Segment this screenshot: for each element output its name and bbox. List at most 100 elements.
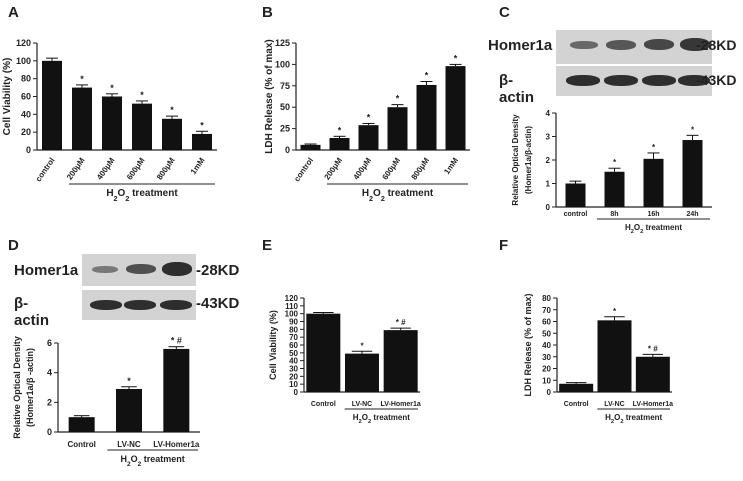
chart-b-sig-mark-3: * (396, 94, 400, 104)
blot-c-homer1a-band-strip (556, 30, 712, 64)
chart-e-ytick-label-0: 0 (294, 388, 299, 397)
chart-a-ytick-label-1: 20 (21, 127, 31, 137)
chart-c-category-label-3: 24h (686, 211, 698, 218)
chart-f-ytick-label-1: 10 (542, 376, 551, 385)
chart-e-ytick-label-5: 50 (289, 349, 298, 358)
chart-e-ylabel: Cell Viability (%) (268, 310, 278, 380)
chart-f-ytick-label-5: 50 (542, 329, 551, 338)
chart-e-group-label: H2O2 treatment (353, 413, 410, 425)
chart-d-category-label-1: LV-NC (117, 440, 141, 449)
chart-b-category-label-5: 1mM (442, 156, 460, 176)
panel-label-c: C (499, 4, 510, 21)
chart-b-ytick-label-1: 25 (280, 124, 290, 134)
chart-e-ytick-label-6: 60 (289, 341, 298, 350)
chart-a-ytick-label-5: 100 (16, 56, 31, 66)
chart-d-ytick-label-0: 0 (47, 427, 52, 437)
blot-d-loading-label: β-actin (14, 295, 50, 329)
chart-a-bar-1 (72, 87, 92, 150)
blot-d-protein-label: Homer1a (14, 262, 79, 279)
chart-c-sig-mark-1: * (613, 158, 617, 167)
chart-a-sig-mark-3: * (140, 90, 144, 100)
chart-b-group-label: H2O2 treatment (362, 188, 434, 203)
chart-c: 0 1 2 3 4 Relative Optical Density (Homer1a/β-… (511, 109, 712, 235)
chart-f-ytick-label-7: 70 (542, 306, 551, 315)
chart-a-sig-mark-2: * (110, 83, 114, 93)
blot-d-actin-band-1 (90, 300, 122, 310)
chart-b-ytick-label-0: 0 (285, 145, 290, 155)
chart-c-ytick-label-2: 2 (546, 156, 551, 165)
chart-c-group-label: H2O2 treatment (625, 223, 682, 235)
chart-f-sig-mark-2: * # (648, 344, 658, 353)
blot-c-43kd-label: -43KD (696, 72, 737, 88)
chart-c-bar-0 (565, 183, 586, 207)
chart-e-category-label-2: LV-Homer1a (380, 401, 420, 408)
chart-a-category-label-4: 800μM (155, 156, 177, 182)
chart-d-bar-0 (68, 417, 95, 432)
blot-c-band-3 (644, 39, 674, 50)
blot-c-protein-label: Homer1a (488, 37, 553, 54)
chart-a-category-label-1: 200μM (65, 156, 87, 182)
chart-f-ylabel: LDH Release (% of max) (523, 293, 533, 396)
chart-a-bar-5 (192, 133, 212, 150)
chart-e-bar-2 (383, 330, 418, 392)
chart-b-category-label-0: control (292, 156, 315, 183)
chart-c-category-label-1: 8h (610, 211, 618, 218)
chart-f: 0 10 20 30 40 50 60 70 80 LDH Release (% of max) C… (523, 293, 673, 425)
blot-d-actin-band-2 (124, 300, 156, 310)
chart-c-category-label-2: 16h (647, 211, 659, 218)
chart-d-category-label-2: LV-Homer1a (153, 440, 200, 449)
chart-e-sig-mark-1: * (360, 341, 364, 350)
chart-a-sig-mark-5: * (200, 120, 204, 130)
chart-e-ytick-label-1: 10 (289, 380, 298, 389)
chart-a-category-label-2: 400μM (95, 156, 117, 182)
chart-a-category-label-3: 600μM (125, 156, 147, 182)
chart-b-bar-4 (416, 84, 437, 150)
chart-b-category-label-2: 400μM (351, 156, 373, 182)
chart-e-ytick-label-7: 70 (289, 333, 298, 342)
blot-d-band-2 (126, 264, 156, 274)
chart-e-ytick-label-9: 90 (289, 318, 298, 327)
chart-b-bar-2 (358, 125, 379, 150)
chart-c-category-label-0: control (564, 211, 588, 218)
chart-c-ylabel-2: (Homer1a/β-actin) (524, 126, 533, 194)
chart-b-bar-0 (300, 144, 321, 150)
chart-d-sig-mark-2: * # (171, 336, 182, 346)
chart-e-ytick-label-11: 110 (285, 302, 298, 311)
chart-f-bar-1 (597, 320, 632, 392)
blot-c-28kd-label: -28KD (696, 37, 737, 53)
chart-a-bar-2 (102, 96, 122, 150)
chart-b-sig-mark-2: * (367, 112, 371, 122)
blot-c-actin-band-2 (604, 75, 638, 86)
chart-f-sig-mark-1: * (613, 307, 617, 316)
panel-label-d: D (8, 237, 19, 254)
chart-d-bar-2 (163, 348, 190, 432)
chart-e-bar-0 (306, 313, 341, 392)
panel-label-f: F (499, 237, 509, 254)
blot-d-actin-band-3 (160, 300, 192, 310)
chart-a-ytick-label-6: 120 (16, 38, 31, 48)
chart-b-bar-3 (387, 107, 408, 150)
chart-b-bar-1 (329, 138, 350, 150)
chart-a-bar-3 (132, 103, 152, 150)
chart-f-category-label-1: LV-NC (604, 401, 624, 408)
chart-e-category-label-0: Control (311, 401, 336, 408)
chart-c-ytick-label-1: 1 (546, 180, 551, 189)
chart-b-bar-5 (445, 66, 466, 150)
chart-e-ytick-label-12: 120 (285, 294, 299, 303)
blot-d-28kd-label: -28KD (196, 262, 240, 279)
chart-e-ytick-label-2: 20 (289, 372, 298, 381)
chart-f-category-label-0: Control (564, 401, 589, 408)
chart-f-ytick-label-0: 0 (547, 388, 552, 397)
chart-c-ytick-label-4: 4 (546, 109, 551, 118)
chart-e-sig-mark-2: * # (396, 318, 406, 327)
panel-label-a: A (8, 4, 19, 21)
chart-a-ylabel: Cell Viability (%) (2, 58, 13, 136)
blot-c-band-2 (606, 40, 636, 50)
chart-a-ytick-label-0: 0 (26, 145, 31, 155)
chart-c-ylabel: Relative Optical Density (511, 114, 520, 206)
chart-f-ytick-label-8: 80 (542, 294, 551, 303)
